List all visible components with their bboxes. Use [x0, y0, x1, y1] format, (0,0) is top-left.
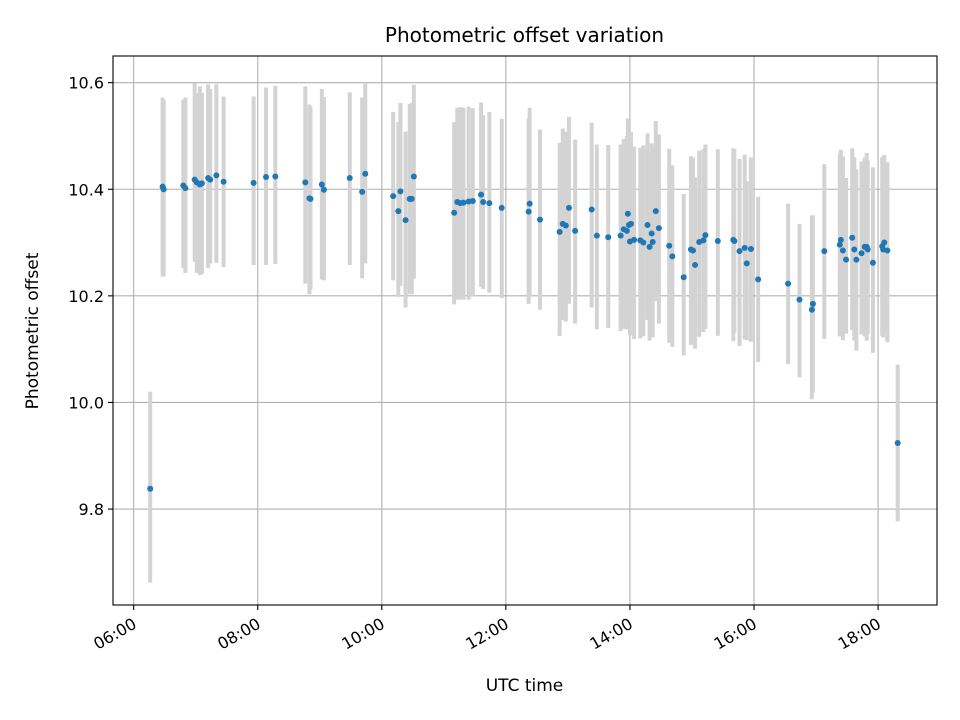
- data-point: [785, 280, 792, 287]
- data-point: [843, 256, 850, 263]
- data-point: [692, 261, 699, 268]
- data-point: [743, 260, 750, 267]
- data-point: [796, 296, 803, 303]
- y-tick-label: 10.4: [68, 180, 104, 199]
- data-point: [469, 197, 476, 204]
- y-tick-label: 10.2: [68, 287, 104, 306]
- data-point: [302, 179, 309, 186]
- data-point: [359, 188, 366, 195]
- data-point: [836, 241, 843, 248]
- data-point: [627, 220, 634, 227]
- data-point: [851, 246, 858, 253]
- data-point: [741, 244, 748, 251]
- data-point: [648, 230, 655, 237]
- data-point: [397, 188, 404, 195]
- data-point: [808, 306, 815, 313]
- data-point: [556, 228, 563, 235]
- data-point: [572, 227, 579, 234]
- y-tick-label: 9.8: [79, 500, 104, 519]
- data-point: [182, 185, 189, 192]
- data-point: [593, 232, 600, 239]
- data-point: [849, 234, 856, 241]
- data-point: [821, 248, 828, 255]
- data-point: [318, 181, 325, 188]
- data-point: [390, 193, 397, 200]
- data-point: [644, 221, 651, 228]
- data-point: [623, 227, 630, 234]
- data-point: [631, 236, 638, 243]
- data-point: [220, 178, 227, 185]
- data-point: [402, 217, 409, 224]
- data-point: [565, 204, 572, 211]
- data-point: [864, 246, 871, 253]
- plot-area-frame: [112, 55, 938, 606]
- data-point: [702, 232, 709, 239]
- data-point: [451, 209, 458, 216]
- data-point: [884, 247, 891, 254]
- data-point: [853, 256, 860, 263]
- data-point: [588, 206, 595, 213]
- data-point: [700, 237, 707, 244]
- data-point: [690, 247, 697, 254]
- data-point: [536, 216, 543, 223]
- data-point: [263, 173, 270, 180]
- data-point: [755, 276, 762, 283]
- data-point: [894, 439, 901, 446]
- data-point: [408, 195, 415, 202]
- data-point: [731, 237, 738, 244]
- data-point: [652, 208, 659, 215]
- data-point: [362, 170, 369, 177]
- data-point: [320, 186, 327, 193]
- data-point: [198, 180, 205, 187]
- data-point: [655, 225, 662, 232]
- data-point: [525, 208, 532, 215]
- data-point: [605, 234, 612, 241]
- data-point: [736, 248, 743, 255]
- data-point: [346, 175, 353, 182]
- data-point: [640, 239, 647, 246]
- data-point: [680, 274, 687, 281]
- data-point: [250, 179, 257, 186]
- data-point: [809, 300, 816, 307]
- data-point: [837, 236, 844, 243]
- data-point: [160, 186, 167, 193]
- data-point: [649, 239, 656, 246]
- y-axis-ticks: 9.8 10.0 10.2 10.4 10.6: [68, 74, 113, 519]
- data-point: [410, 173, 417, 180]
- x-axis-title: UTC time: [486, 676, 564, 696]
- data-point: [526, 200, 533, 207]
- y-axis-title: Photometric offset: [23, 252, 43, 409]
- data-point: [307, 195, 314, 202]
- data-point: [562, 222, 569, 229]
- data-points: [147, 170, 901, 492]
- data-point: [624, 210, 631, 217]
- data-point: [460, 199, 467, 206]
- y-tick-label: 10.6: [68, 74, 104, 93]
- chart-title: Photometric offset variation: [385, 23, 664, 47]
- data-point: [858, 250, 865, 257]
- data-point: [207, 176, 214, 183]
- data-point: [478, 191, 485, 198]
- data-point: [395, 208, 402, 215]
- data-point: [881, 239, 888, 246]
- data-point: [480, 199, 487, 206]
- data-point: [666, 242, 673, 249]
- data-point: [714, 237, 721, 244]
- data-point: [617, 232, 624, 239]
- data-point: [213, 172, 220, 179]
- data-point: [839, 247, 846, 254]
- data-point: [646, 243, 653, 250]
- data-point: [869, 259, 876, 266]
- data-point: [669, 253, 676, 260]
- data-point: [747, 245, 754, 252]
- data-point: [147, 485, 154, 492]
- data-point: [486, 200, 493, 207]
- y-tick-label: 10.0: [68, 393, 104, 412]
- data-point: [272, 173, 279, 180]
- data-point: [498, 204, 505, 211]
